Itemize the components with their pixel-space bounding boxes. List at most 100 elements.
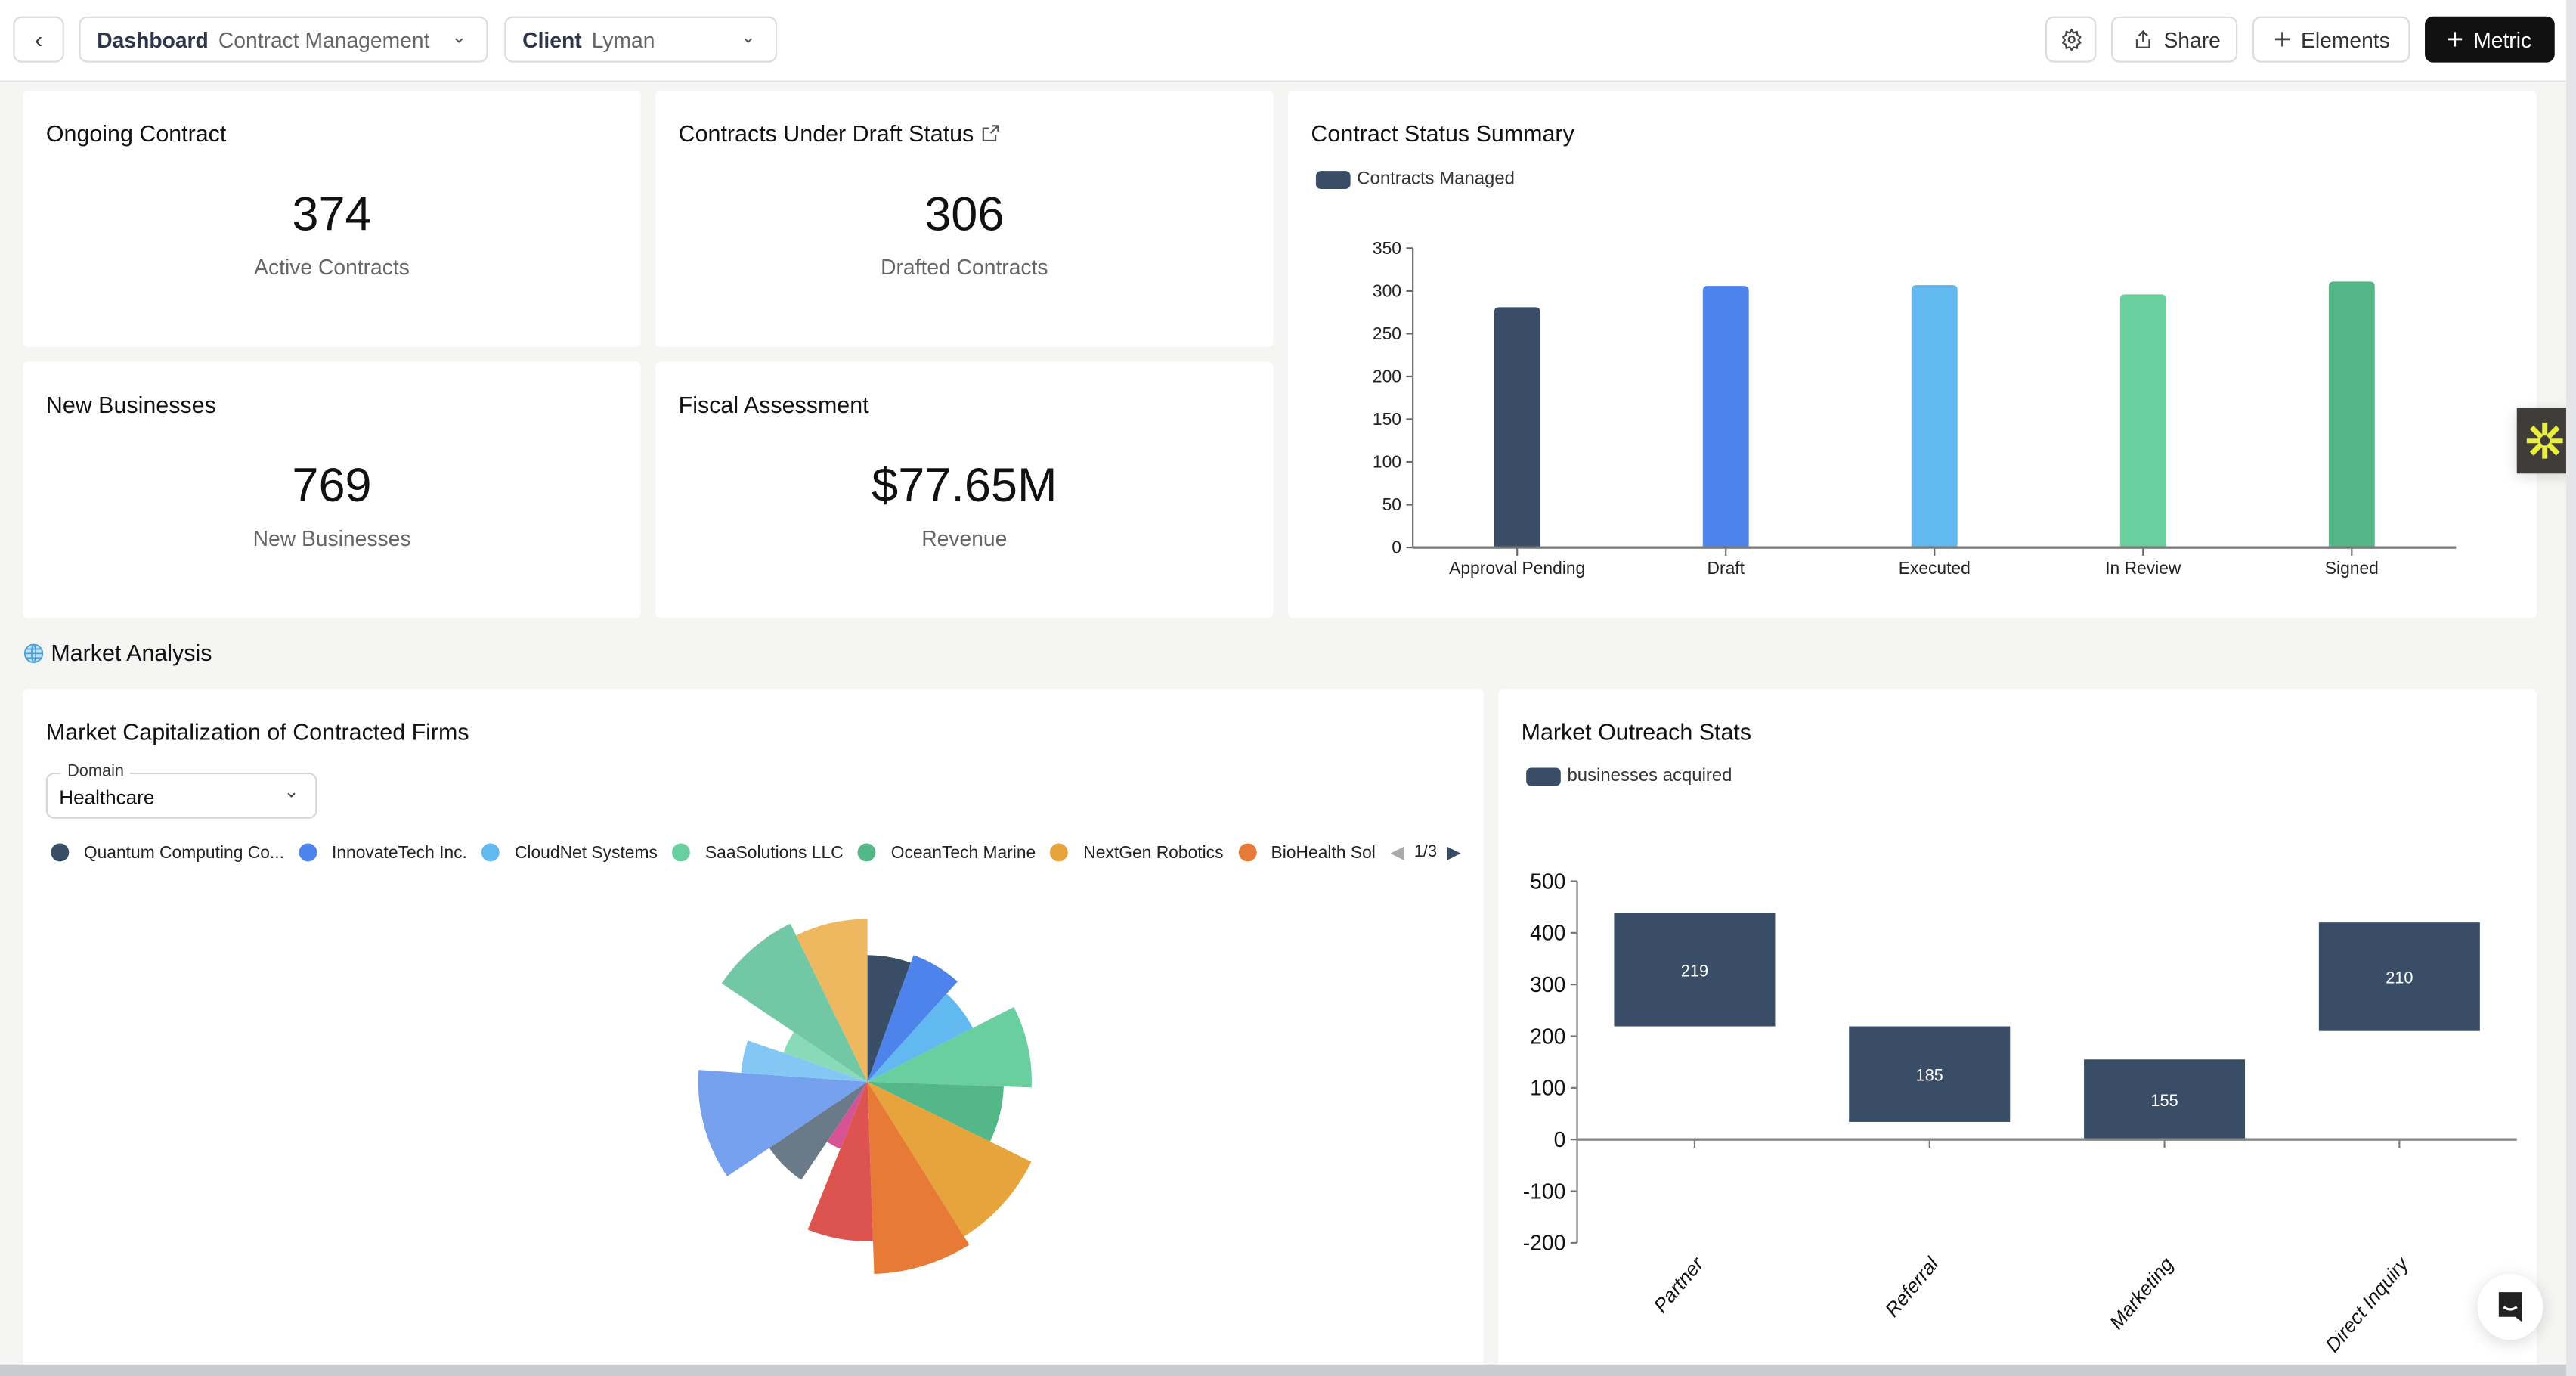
legend-item[interactable]: BioHealth Sol — [1238, 842, 1376, 862]
rose-slice — [698, 1070, 868, 1177]
vertical-scrollbar[interactable] — [2565, 0, 2576, 1376]
y-tick-label: 400 — [1530, 921, 1565, 945]
legend-swatch[interactable] — [1315, 171, 1351, 190]
bar-in-review — [2119, 294, 2166, 548]
top-toolbar: ‹ Dashboard Contract Management ⌄ Client… — [0, 0, 2566, 82]
market-outreach-card: Market Outreach Stats businesses acquire… — [1498, 689, 2537, 1376]
legend-dot — [51, 843, 70, 862]
elements-label: Elements — [2300, 26, 2390, 52]
x-tick-label: Marketing — [2105, 1253, 2178, 1334]
legend-item[interactable]: SaaSolutions LLC — [672, 842, 844, 863]
legend-item[interactable]: InnovateTech Inc. — [299, 842, 467, 862]
legend-label: Quantum Computing Co... — [83, 842, 284, 863]
client-label: Client — [522, 26, 582, 52]
y-tick-label: 0 — [1392, 538, 1401, 557]
y-tick-label: -100 — [1523, 1179, 1566, 1203]
y-tick-label: 300 — [1530, 972, 1565, 996]
domain-select[interactable]: Domain Healthcare ⌄ — [45, 762, 317, 819]
domain-label: Domain — [60, 762, 131, 781]
domain-value: Healthcare — [59, 786, 155, 809]
legend-label: SaaSolutions LLC — [704, 842, 844, 863]
dashboard-label: Dashboard — [97, 26, 209, 52]
kpi-subtitle: Revenue — [921, 525, 1008, 551]
gear-icon — [2060, 28, 2081, 51]
y-tick-label: 100 — [1530, 1076, 1565, 1100]
x-tick-label: Draft — [1708, 558, 1745, 578]
y-tick-label: 300 — [1373, 280, 1401, 300]
settings-button[interactable] — [2045, 16, 2097, 63]
legend-item[interactable]: Quantum Computing Co... — [51, 842, 284, 862]
horizontal-scrollbar[interactable] — [0, 1364, 2566, 1376]
kpi-value: 769 — [292, 460, 372, 513]
bar-executed — [1911, 284, 1958, 548]
chat-launcher-button[interactable] — [2477, 1274, 2543, 1340]
chevron-down-icon: ⌄ — [740, 27, 756, 48]
legend-item[interactable]: NextGen Robotics — [1050, 842, 1224, 863]
card-title-text: Contracts Under Draft Status — [678, 119, 974, 147]
contract-status-chart: 0 50 100 150 200 250 300 350 Approval Pending Dra… — [1373, 238, 2457, 578]
y-tick-label: 350 — [1373, 238, 1401, 258]
rose-slice — [796, 919, 868, 1082]
legend-swatch[interactable] — [1526, 767, 1561, 786]
sparkle-icon — [2526, 422, 2563, 459]
rose-slice — [867, 1081, 970, 1275]
external-link-icon[interactable] — [980, 123, 1000, 143]
dashboard-value: Contract Management — [218, 26, 430, 52]
dashboard-select[interactable]: Dashboard Contract Management ⌄ — [79, 16, 488, 63]
legend-item[interactable]: OceanTech Marine — [858, 842, 1036, 862]
kpi-value: $77.65M — [872, 460, 1057, 513]
section-title: Market Analysis — [51, 639, 212, 666]
prev-page-icon[interactable]: ◀ — [1390, 843, 1404, 863]
x-tick-label: Referral — [1881, 1252, 1943, 1321]
waterfall-bar-referral — [1849, 1026, 2011, 1122]
waterfall-bar-direct-inquiry — [2318, 922, 2480, 1031]
client-select[interactable]: Client Lyman ⌄ — [504, 16, 778, 63]
data-label: 185 — [1916, 1065, 1943, 1084]
rose-slice — [827, 1081, 868, 1149]
kpi-value: 374 — [292, 189, 372, 242]
legend-label: businesses acquired — [1567, 766, 1732, 786]
next-page-icon[interactable]: ▶ — [1447, 843, 1461, 863]
share-button[interactable]: Share — [2110, 16, 2238, 63]
add-elements-button[interactable]: + Elements — [2252, 16, 2410, 63]
rose-slice — [867, 993, 974, 1082]
assistant-widget[interactable] — [2516, 408, 2571, 474]
share-icon — [2135, 29, 2150, 48]
rose-slice — [741, 1040, 868, 1082]
y-tick-label: 100 — [1373, 452, 1401, 472]
back-button[interactable]: ‹ — [13, 16, 64, 63]
legend-label: InnovateTech Inc. — [332, 842, 467, 863]
rose-slice — [867, 1081, 1032, 1237]
globe-icon — [23, 643, 44, 662]
chevron-down-icon: ⌄ — [283, 783, 299, 803]
rose-slice — [867, 1081, 1004, 1142]
kpi-subtitle: Active Contracts — [254, 255, 410, 280]
y-tick-label: 200 — [1373, 367, 1401, 386]
bar-draft — [1702, 286, 1749, 548]
legend-dot — [1238, 843, 1256, 862]
legend-dot — [858, 843, 877, 862]
y-tick-label: 150 — [1373, 409, 1401, 429]
x-tick-label: Executed — [1899, 558, 1971, 578]
x-tick-label: Signed — [2325, 558, 2379, 578]
legend-item[interactable]: CloudNet Systems — [481, 842, 658, 863]
legend-pager: ◀ 1/3 ▶ — [1390, 841, 1460, 863]
share-label: Share — [2163, 26, 2221, 52]
data-label: 210 — [2386, 968, 2413, 987]
rose-slice — [769, 1081, 868, 1180]
y-tick-label: 500 — [1530, 869, 1565, 893]
chart-title: Market Outreach Stats — [1521, 718, 1752, 745]
chart-title: Contract Status Summary — [1311, 119, 1574, 147]
add-metric-button[interactable]: + Metric — [2425, 16, 2555, 63]
x-tick-label: In Review — [2105, 558, 2181, 578]
legend-label: CloudNet Systems — [514, 842, 658, 863]
rose-slice — [867, 955, 911, 1082]
plus-icon: + — [2274, 23, 2291, 56]
kpi-card-draft-contracts: Contracts Under Draft Status 306 Drafted… — [655, 90, 1274, 347]
chat-icon — [2498, 1292, 2522, 1322]
legend-label: NextGen Robotics — [1083, 842, 1224, 863]
kpi-value: 306 — [924, 189, 1005, 242]
kpi-subtitle: Drafted Contracts — [881, 255, 1048, 280]
y-tick-label: 200 — [1530, 1024, 1565, 1048]
section-header: Market Analysis — [23, 640, 212, 666]
